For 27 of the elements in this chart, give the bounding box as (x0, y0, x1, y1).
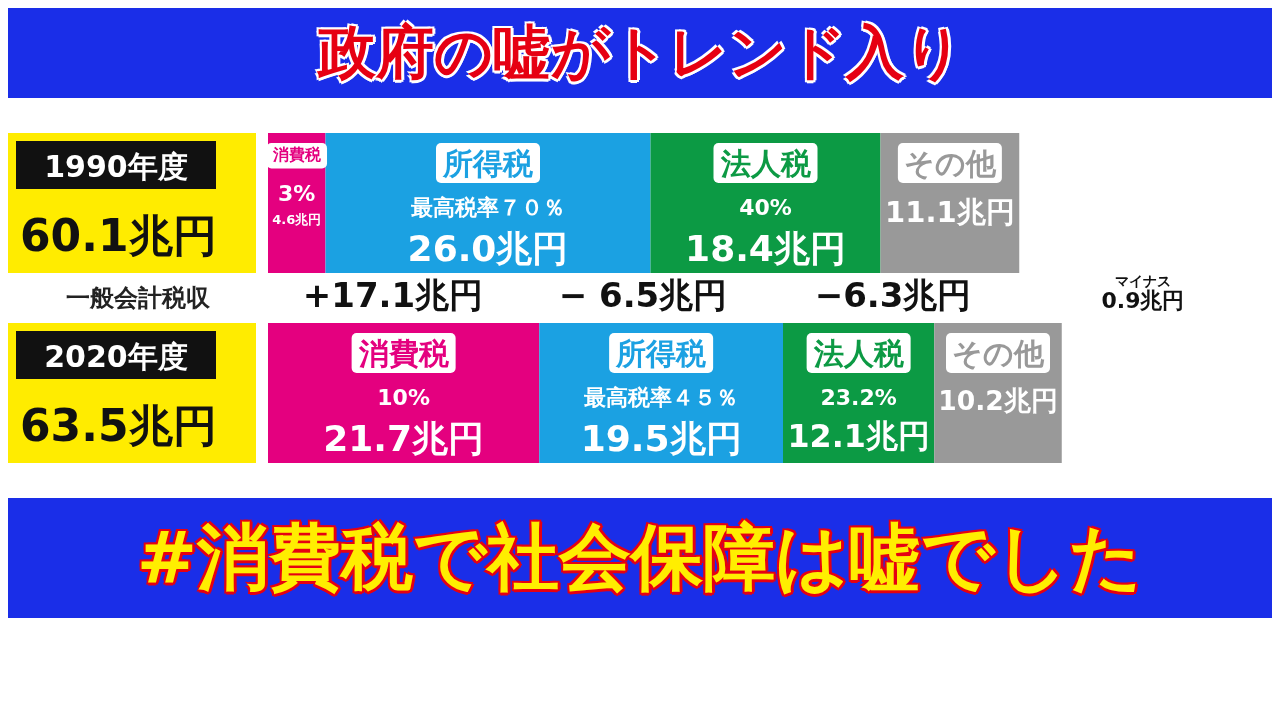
y-axis-title: 一般会計税収 (65, 283, 211, 314)
annotation: − 6.5兆円 (557, 275, 729, 315)
chart-title: 政府の嘘がトレンド入り (316, 17, 964, 88)
series-label: 消費税 (271, 145, 322, 164)
data-label: 最高税率７０％ 26.0兆円 (407, 195, 569, 269)
text: 法人税 (813, 336, 904, 371)
data-label: 11.1兆円 (885, 195, 1015, 230)
series-label: 所得税 (442, 146, 533, 181)
data-label: 23.2% 12.1兆円 (787, 385, 930, 454)
text: 消費税 (358, 336, 449, 371)
data-label: 3% 4.6兆円 (272, 180, 322, 227)
text: #消費税で社会保障は嘘でした (135, 514, 1145, 601)
annotation: +17.1兆円 (301, 275, 485, 315)
data-label: 40% 18.4兆円 (685, 195, 846, 269)
data-label: 10% 21.7兆円 (323, 385, 485, 459)
text: 所得税 (616, 336, 707, 371)
total-label: 63.5兆円 (20, 400, 217, 451)
y-tick-label: 2020年度 (44, 339, 188, 374)
total-label: 60.1兆円 (20, 210, 217, 261)
series-label: その他 (903, 146, 997, 181)
data-label: 最高税率４５％ 19.5兆円 (580, 385, 742, 459)
y-tick-label: 1990年度 (44, 149, 188, 184)
text: その他 (952, 336, 1044, 371)
series-label: 法人税 (719, 146, 811, 181)
annotation: −6.3兆円 (813, 275, 973, 315)
text: マイナス 0.9兆円 (1100, 273, 1186, 313)
data-label: 10.2兆円 (938, 384, 1058, 416)
